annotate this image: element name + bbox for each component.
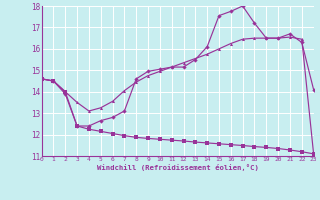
X-axis label: Windchill (Refroidissement éolien,°C): Windchill (Refroidissement éolien,°C) <box>97 164 259 171</box>
